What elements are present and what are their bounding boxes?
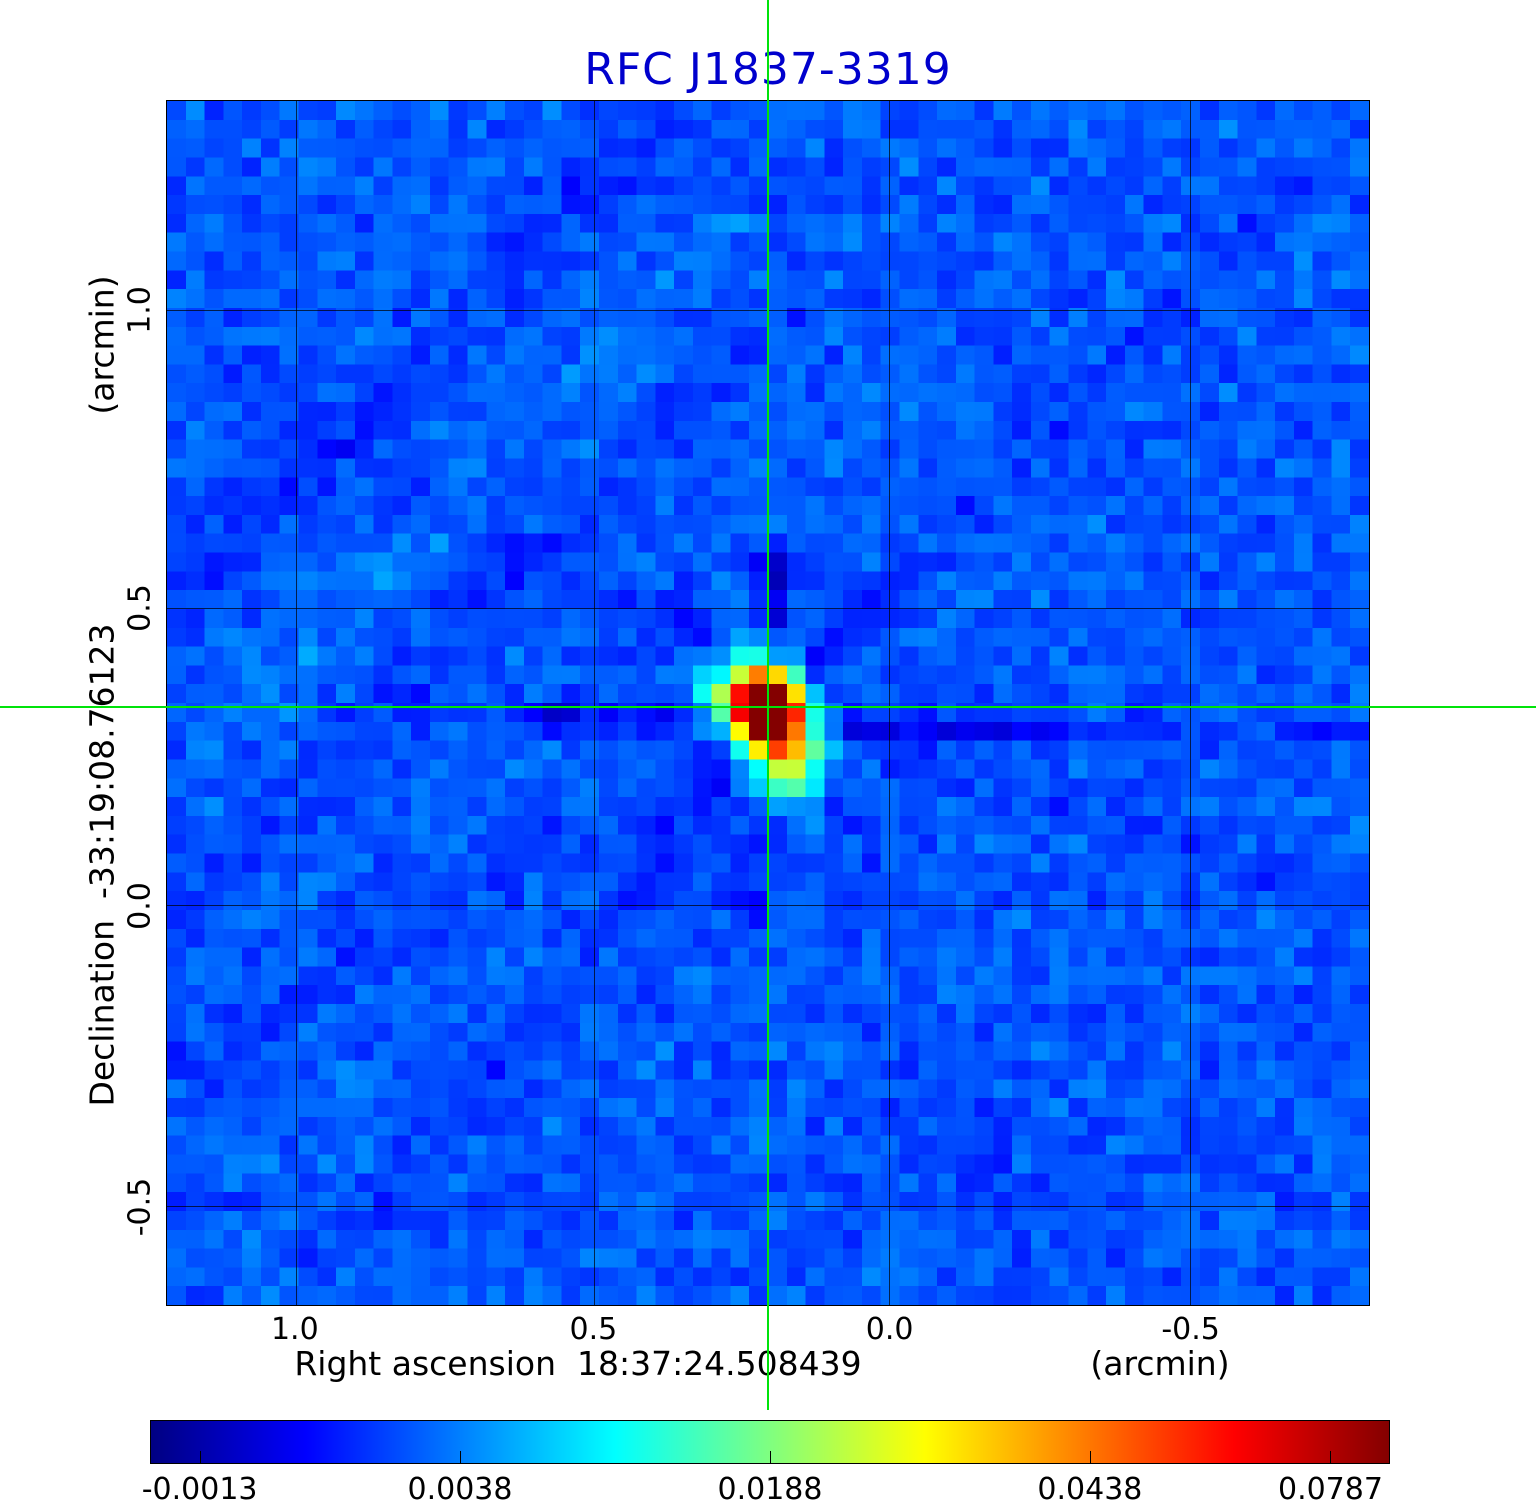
x-axis-unit: (arcmin): [1090, 1344, 1230, 1383]
crosshair-vertical-line: [767, 0, 769, 1410]
colorbar-tick-label: 0.0438: [1037, 1472, 1143, 1507]
grid-line-vertical: [295, 101, 297, 1305]
colorbar-tick: [460, 1451, 461, 1463]
y-axis-title: Declination -33:19:08.76123: [82, 623, 122, 1107]
crosshair-horizontal-line: [0, 705, 1536, 708]
y-tick-label: -0.5: [122, 1177, 158, 1237]
x-tick-label: 0.0: [865, 1312, 914, 1347]
grid-line-vertical: [889, 101, 891, 1305]
y-tick-label: 0.0: [122, 881, 158, 930]
y-axis-unit: (arcmin): [82, 275, 122, 415]
x-tick-label: 1.0: [270, 1312, 319, 1347]
y-tick-label: 1.0: [122, 285, 158, 334]
colorbar-tick: [1089, 1451, 1091, 1463]
colorbar-tick-label: -0.0013: [141, 1472, 258, 1507]
colorbar-tick: [1330, 1451, 1332, 1463]
colorbar-tick: [199, 1451, 201, 1463]
x-tick-label: -0.5: [1161, 1312, 1220, 1347]
colorbar-tick: [770, 1451, 771, 1463]
x-tick-label: 0.5: [569, 1312, 618, 1347]
y-tick-label: 0.5: [122, 583, 158, 632]
colorbar-tick-label: 0.0038: [407, 1472, 513, 1507]
x-axis-title: Right ascension 18:37:24.508439: [294, 1344, 862, 1383]
grid-line-vertical: [1189, 101, 1191, 1305]
colorbar-tick-label: 0.0188: [717, 1472, 823, 1507]
colorbar-tick-label: 0.0787: [1277, 1472, 1383, 1507]
grid-line-vertical: [593, 101, 595, 1305]
